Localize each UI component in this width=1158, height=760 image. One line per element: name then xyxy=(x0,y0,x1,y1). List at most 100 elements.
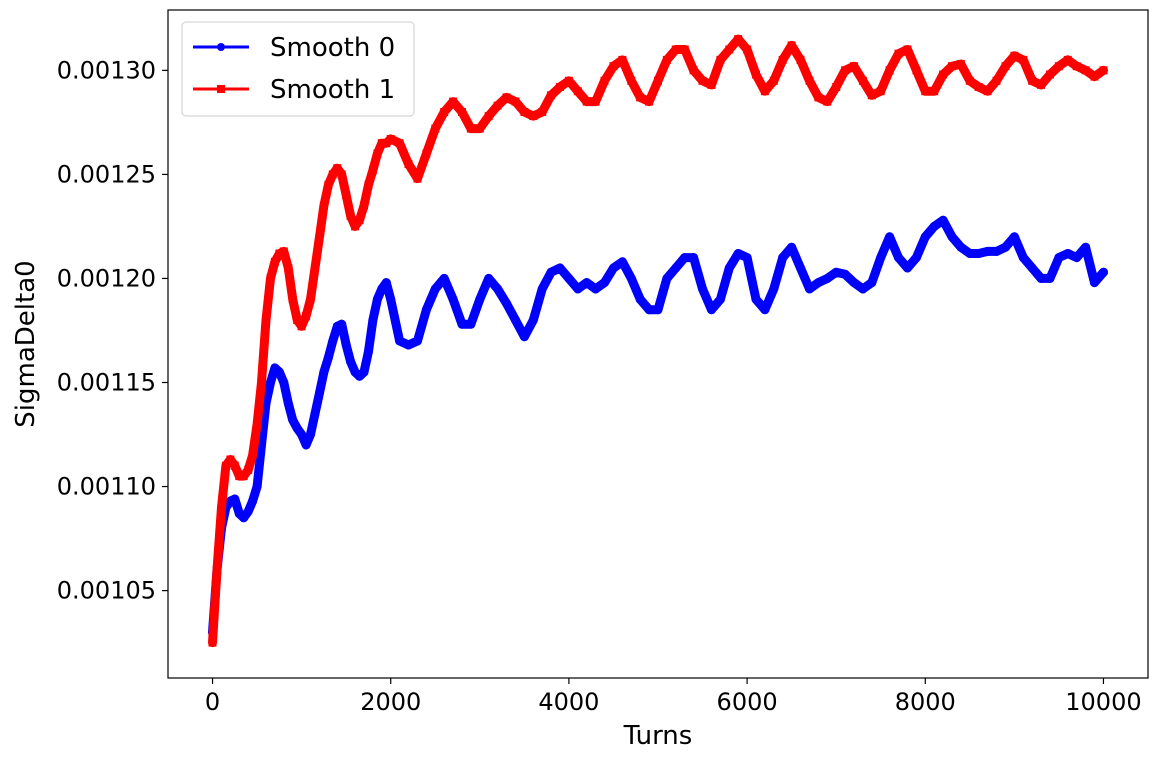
data-point xyxy=(1081,66,1090,75)
data-point xyxy=(831,267,841,277)
data-point xyxy=(1018,253,1028,263)
data-point xyxy=(1054,253,1064,263)
data-point xyxy=(283,398,293,408)
data-point xyxy=(698,284,707,294)
data-point xyxy=(822,273,832,283)
data-point xyxy=(458,108,466,116)
data-point xyxy=(885,232,895,242)
data-point xyxy=(279,378,289,387)
data-point xyxy=(346,212,355,220)
data-point xyxy=(858,76,867,85)
data-point xyxy=(457,319,467,329)
data-point xyxy=(328,170,337,179)
data-point xyxy=(493,101,502,110)
data-point xyxy=(671,45,680,54)
data-point xyxy=(992,76,1001,85)
data-point xyxy=(248,496,258,506)
data-point xyxy=(395,336,405,346)
data-point xyxy=(956,60,965,69)
data-point xyxy=(814,93,823,102)
data-point xyxy=(377,284,387,294)
data-point xyxy=(724,263,734,273)
data-point xyxy=(618,55,627,64)
x-tick-label: 8000 xyxy=(895,688,956,716)
data-point xyxy=(466,319,476,329)
data-point xyxy=(911,253,921,263)
data-point xyxy=(368,166,377,175)
x-tick-label: 4000 xyxy=(538,688,599,716)
data-point xyxy=(645,97,654,106)
data-point xyxy=(368,315,378,325)
data-point xyxy=(529,112,538,121)
data-point xyxy=(840,269,850,279)
data-point xyxy=(1081,242,1091,252)
data-point xyxy=(382,139,391,148)
data-point xyxy=(337,319,347,329)
data-point xyxy=(404,160,413,168)
data-point xyxy=(752,70,760,79)
data-point xyxy=(1028,76,1037,85)
data-point xyxy=(654,76,662,85)
data-point xyxy=(796,55,805,64)
data-point xyxy=(372,294,382,304)
data-point xyxy=(796,263,805,273)
data-point xyxy=(662,55,671,64)
data-point xyxy=(626,273,636,283)
x-tick-label: 0 xyxy=(205,688,220,716)
data-point xyxy=(947,232,957,242)
data-point xyxy=(323,353,333,362)
data-point xyxy=(519,332,529,342)
data-point xyxy=(841,66,850,75)
data-point xyxy=(938,215,948,225)
data-point xyxy=(302,311,311,320)
data-point xyxy=(591,97,600,106)
plot-frame xyxy=(167,9,1149,679)
data-point xyxy=(778,55,787,64)
data-point xyxy=(564,76,573,85)
data-point xyxy=(920,232,930,242)
data-point xyxy=(716,55,725,64)
data-point xyxy=(600,278,609,288)
data-point xyxy=(787,242,797,252)
data-point xyxy=(1054,62,1063,71)
data-point xyxy=(430,284,440,294)
data-point xyxy=(689,66,698,75)
data-point xyxy=(743,45,752,54)
data-point xyxy=(760,305,770,315)
data-point xyxy=(244,465,253,474)
data-point xyxy=(431,124,440,133)
data-point xyxy=(230,494,240,504)
data-point xyxy=(315,388,324,398)
data-point xyxy=(484,112,493,121)
data-point xyxy=(310,409,320,419)
data-point xyxy=(511,315,520,325)
data-point xyxy=(992,246,1001,256)
data-point xyxy=(876,253,886,263)
data-point xyxy=(965,76,974,85)
data-point xyxy=(1072,62,1081,71)
y-axis-label: SigmaDelta0 xyxy=(11,260,41,427)
x-tick-label: 2000 xyxy=(360,688,421,716)
data-point xyxy=(306,295,315,304)
x-axis-label: Turns xyxy=(623,721,693,751)
data-point xyxy=(217,503,226,512)
data-point xyxy=(778,253,788,263)
y-tick-label: 0.00105 xyxy=(57,577,156,605)
y-tick-label: 0.00125 xyxy=(57,160,156,188)
data-point xyxy=(1090,72,1099,81)
data-point xyxy=(635,294,645,304)
data-point xyxy=(742,253,752,263)
data-point xyxy=(1063,249,1073,258)
data-point xyxy=(1009,232,1019,242)
data-point xyxy=(404,340,413,350)
data-point xyxy=(653,305,663,315)
data-point xyxy=(680,45,689,54)
data-point xyxy=(867,278,877,288)
data-point xyxy=(301,440,311,450)
data-point xyxy=(266,274,275,283)
data-point xyxy=(422,149,431,158)
data-point xyxy=(364,180,373,189)
data-point xyxy=(671,263,681,273)
